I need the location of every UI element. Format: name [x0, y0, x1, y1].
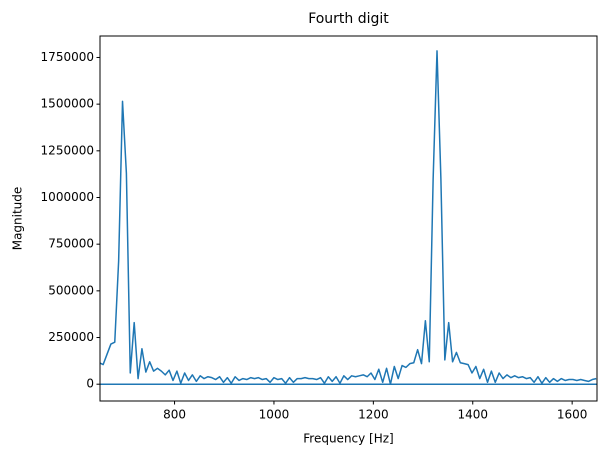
y-tick-label: 1000000	[41, 190, 94, 204]
x-tick-label: 800	[163, 408, 186, 422]
y-axis-label: Magnitude	[11, 187, 25, 251]
y-tick-label: 1250000	[41, 143, 94, 157]
x-axis-label: Frequency [Hz]	[303, 432, 394, 446]
x-tick-label: 1200	[358, 408, 389, 422]
y-tick-label: 250000	[48, 330, 94, 344]
y-tick-label: 1750000	[41, 50, 94, 64]
y-tick-label: 1500000	[41, 97, 94, 111]
y-tick-label: 0	[86, 377, 94, 391]
y-tick-label: 750000	[48, 237, 94, 251]
x-tick-label: 1400	[457, 408, 488, 422]
data-line	[100, 50, 597, 385]
chart-title: Fourth digit	[308, 11, 389, 27]
x-tick-label: 1600	[557, 408, 588, 422]
plot-area	[100, 50, 597, 385]
x-tick-label: 1000	[259, 408, 290, 422]
axes-frame	[99, 35, 598, 402]
y-tick-label: 500000	[48, 283, 94, 297]
